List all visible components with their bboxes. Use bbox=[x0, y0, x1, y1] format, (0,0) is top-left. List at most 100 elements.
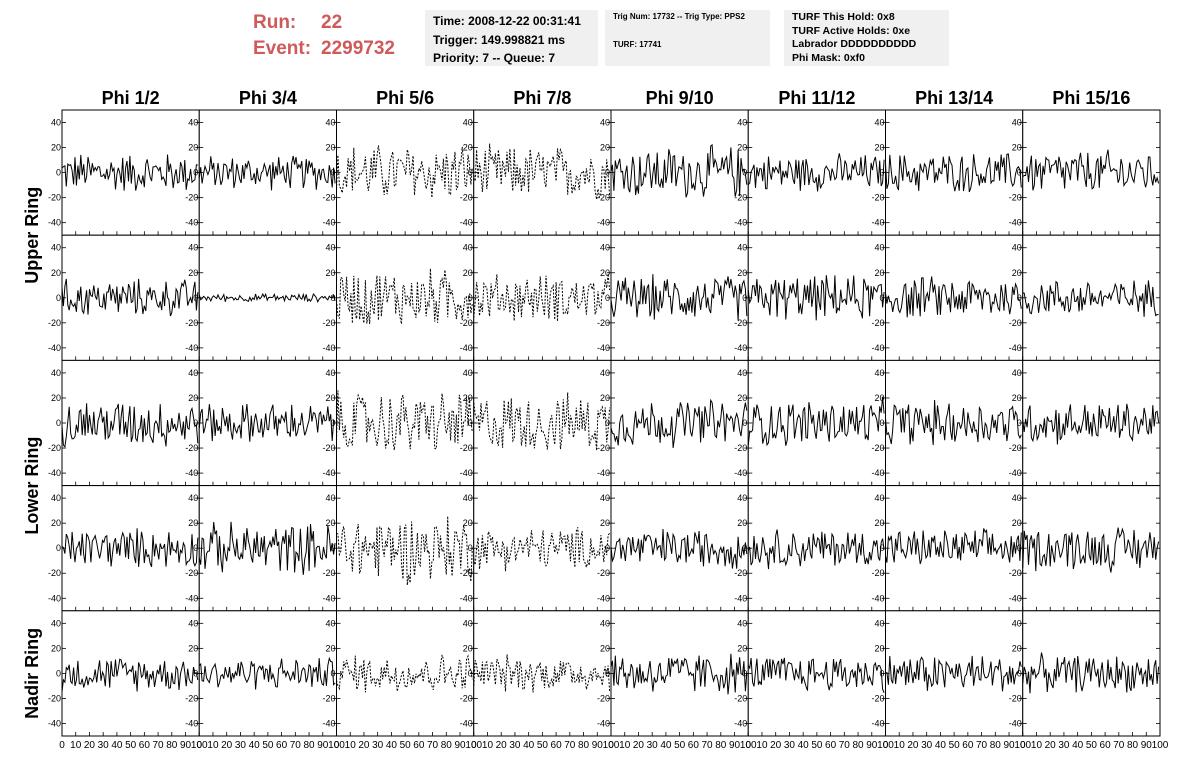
y-tick-label: 0 bbox=[468, 543, 473, 553]
y-tick-label: -40 bbox=[185, 343, 198, 353]
y-tick-label: 20 bbox=[737, 143, 747, 153]
y-tick-label: -20 bbox=[185, 318, 198, 328]
panel-frame bbox=[61, 485, 200, 612]
y-tick-label: 20 bbox=[188, 143, 198, 153]
y-tick-label: -20 bbox=[185, 193, 198, 203]
x-tick-label: 90 bbox=[729, 740, 741, 751]
y-tick-label: 40 bbox=[51, 493, 61, 503]
waveform-trace bbox=[198, 404, 336, 442]
y-tick-label: 20 bbox=[325, 643, 335, 653]
y-tick-label: 40 bbox=[51, 368, 61, 378]
y-tick-label: -20 bbox=[48, 443, 61, 453]
y-tick-label: 0 bbox=[330, 543, 335, 553]
x-tick-label: 60 bbox=[825, 740, 837, 751]
y-tick-label: 0 bbox=[468, 668, 473, 678]
waveform-trace bbox=[885, 276, 1022, 318]
run-event-box: Run: 22 Event: 2299732 bbox=[253, 10, 395, 62]
x-tick-label: 70 bbox=[153, 740, 165, 751]
y-tick-label: 0 bbox=[742, 168, 747, 178]
panel-frame bbox=[336, 610, 475, 737]
y-tick-label: 0 bbox=[468, 418, 473, 428]
y-tick-label: -20 bbox=[185, 568, 198, 578]
y-tick-label: -20 bbox=[460, 443, 473, 453]
waveform-trace bbox=[61, 528, 199, 567]
x-tick-label: 90 bbox=[1141, 740, 1153, 751]
x-tick-label: 50 bbox=[811, 740, 823, 751]
panel-frame bbox=[1022, 359, 1161, 487]
y-tick-label: 40 bbox=[463, 368, 473, 378]
y-tick-label: -40 bbox=[1009, 218, 1022, 228]
column-header: Phi 13/14 bbox=[915, 88, 993, 108]
y-tick-label: -20 bbox=[460, 193, 473, 203]
x-tick-label: 10 bbox=[619, 740, 631, 751]
x-tick-label: 40 bbox=[798, 740, 810, 751]
y-tick-label: -40 bbox=[460, 593, 473, 603]
y-tick-label: -20 bbox=[322, 568, 335, 578]
x-tick-label: 0 bbox=[196, 740, 202, 751]
y-tick-label: -40 bbox=[871, 718, 884, 728]
y-tick-label: -40 bbox=[185, 218, 198, 228]
y-tick-label: 40 bbox=[737, 243, 747, 253]
y-tick-label: 40 bbox=[463, 118, 473, 128]
x-tick-label: 10 bbox=[70, 740, 82, 751]
y-tick-label: 40 bbox=[51, 243, 61, 253]
x-tick-label: 10 bbox=[894, 740, 906, 751]
y-tick-label: -20 bbox=[48, 693, 61, 703]
x-tick-label: 90 bbox=[454, 740, 466, 751]
column-header: Phi 3/4 bbox=[239, 88, 297, 108]
y-tick-label: 20 bbox=[188, 268, 198, 278]
y-tick-label: -40 bbox=[597, 593, 610, 603]
y-tick-label: 20 bbox=[600, 393, 610, 403]
column-header: Phi 7/8 bbox=[513, 88, 571, 108]
y-tick-label: 20 bbox=[463, 268, 473, 278]
y-tick-label: 20 bbox=[188, 393, 198, 403]
y-tick-label: -40 bbox=[597, 218, 610, 228]
waveform-trace bbox=[885, 153, 1022, 193]
x-tick-label: 90 bbox=[592, 740, 604, 751]
x-tick-label: 70 bbox=[702, 740, 714, 751]
panel-frame bbox=[1022, 109, 1161, 236]
y-tick-label: 0 bbox=[193, 293, 198, 303]
y-tick-label: -40 bbox=[460, 718, 473, 728]
y-tick-label: -20 bbox=[597, 193, 610, 203]
y-tick-label: 40 bbox=[737, 618, 747, 628]
y-tick-label: -20 bbox=[871, 693, 884, 703]
y-tick-label: -20 bbox=[871, 443, 884, 453]
waveform-trace bbox=[336, 268, 473, 325]
y-tick-label: 20 bbox=[600, 643, 610, 653]
x-tick-label: 70 bbox=[1113, 740, 1125, 751]
y-tick-label: -40 bbox=[871, 593, 884, 603]
y-tick-label: 20 bbox=[51, 643, 61, 653]
y-tick-label: -20 bbox=[871, 318, 884, 328]
column-header: Phi 1/2 bbox=[102, 88, 160, 108]
y-tick-label: 0 bbox=[879, 668, 884, 678]
time-text: Time: 2008-12-22 00:31:41 bbox=[433, 14, 581, 28]
time-info-box: Time: 2008-12-22 00:31:41 Trigger: 149.9… bbox=[425, 10, 598, 66]
x-tick-label: 80 bbox=[1127, 740, 1139, 751]
y-tick-label: -40 bbox=[1009, 343, 1022, 353]
waveform-trace bbox=[61, 278, 199, 317]
y-tick-label: 20 bbox=[600, 518, 610, 528]
y-tick-label: 20 bbox=[737, 393, 747, 403]
event-value: 2299732 bbox=[321, 38, 395, 59]
y-tick-label: 0 bbox=[742, 293, 747, 303]
y-tick-label: -40 bbox=[48, 593, 61, 603]
y-tick-label: 20 bbox=[874, 518, 884, 528]
turf-active-holds-text: TURF Active Holds: 0xe bbox=[792, 24, 911, 37]
y-tick-label: 0 bbox=[56, 668, 61, 678]
panel-frame bbox=[473, 234, 612, 361]
x-tick-label: 100 bbox=[1152, 740, 1169, 751]
x-tick-label: 20 bbox=[633, 740, 645, 751]
y-tick-label: 20 bbox=[188, 518, 198, 528]
y-tick-label: 20 bbox=[737, 518, 747, 528]
x-tick-label: 50 bbox=[949, 740, 961, 751]
y-tick-label: 40 bbox=[325, 493, 335, 503]
x-tick-label: 60 bbox=[413, 740, 425, 751]
y-tick-label: 0 bbox=[193, 543, 198, 553]
y-tick-label: -40 bbox=[48, 718, 61, 728]
y-tick-label: 40 bbox=[188, 493, 198, 503]
y-tick-label: 0 bbox=[468, 293, 473, 303]
y-tick-label: -40 bbox=[322, 718, 335, 728]
y-tick-label: 40 bbox=[188, 368, 198, 378]
